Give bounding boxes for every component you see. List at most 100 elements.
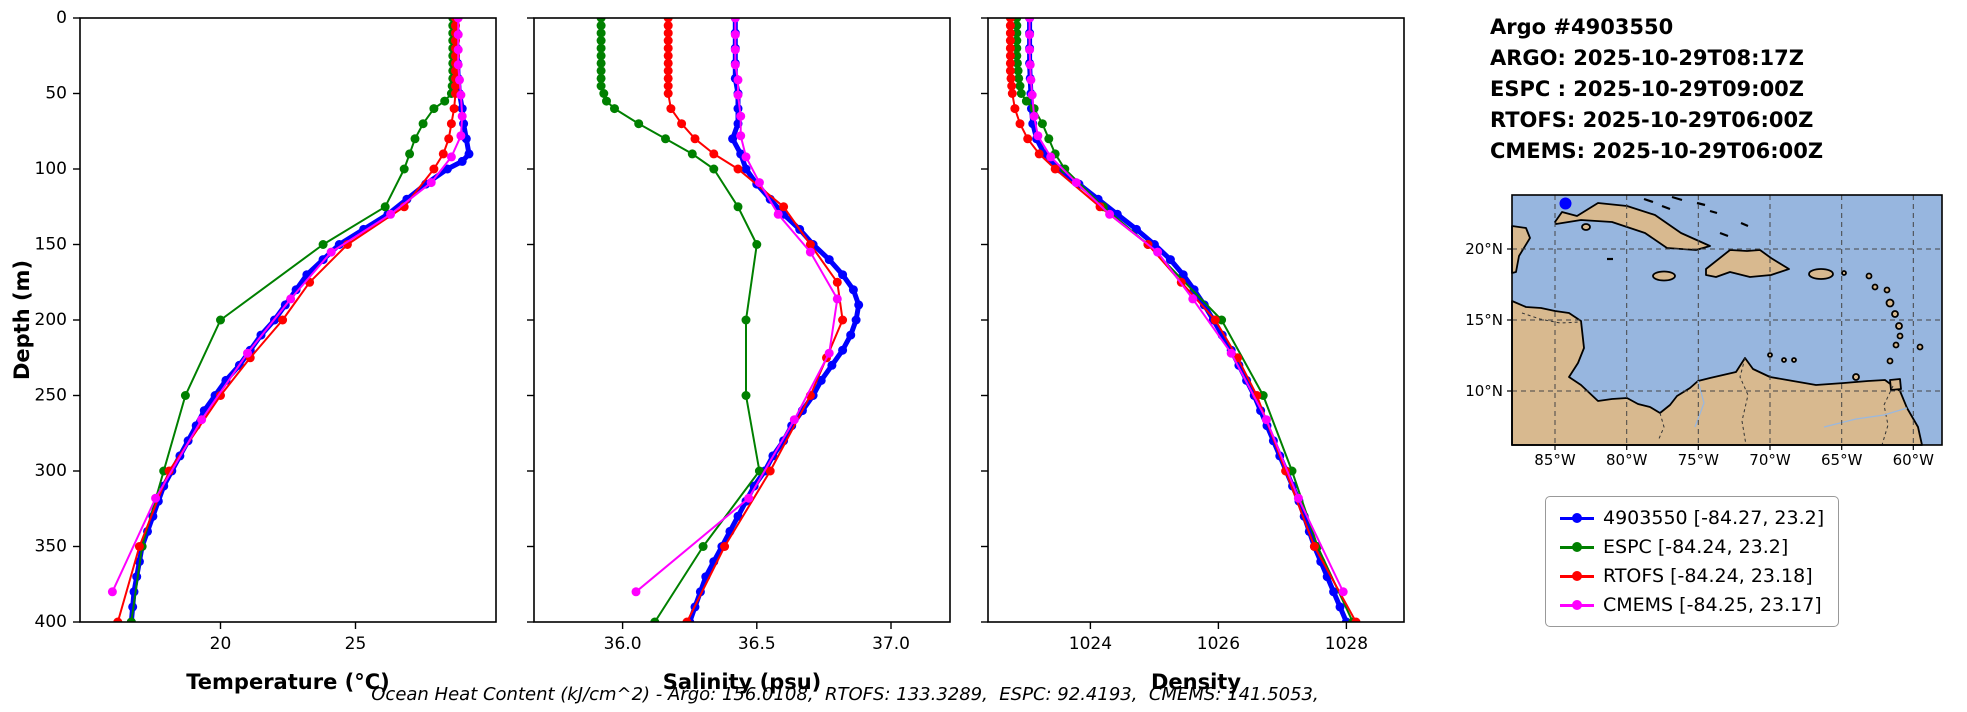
series-4903550-marker — [824, 255, 834, 265]
series-RTOFS-marker — [663, 81, 673, 91]
argo-legend-marker-icon — [1560, 513, 1594, 523]
series-RTOFS-marker — [1005, 28, 1015, 38]
series-ESPC-marker — [1016, 89, 1026, 98]
series-CMEMS-line — [1028, 18, 1345, 593]
series-CMEMS-marker — [832, 294, 842, 304]
series-ESPC-marker — [596, 43, 606, 53]
series-CMEMS-marker — [805, 247, 815, 257]
series-4903550-marker — [733, 511, 743, 521]
series-ESPC-marker — [1012, 28, 1022, 38]
rtofs-legend-marker-icon — [1560, 571, 1594, 581]
legend: 4903550 [-84.27, 23.2] ESPC [-84.24, 23.… — [1545, 496, 1840, 627]
series-RTOFS-marker — [663, 18, 673, 23]
series-ESPC-marker — [418, 119, 428, 129]
series-RTOFS-marker — [663, 51, 673, 61]
series-RTOFS-marker — [663, 58, 673, 68]
header-block: Argo #4903550 ARGO: 2025-10-29T08:17Z ES… — [1490, 12, 1823, 167]
series-CMEMS-marker — [1046, 152, 1056, 162]
x-tick-label: 36.5 — [738, 634, 776, 654]
series-CMEMS-marker — [730, 18, 740, 23]
series-ESPC-marker — [596, 36, 606, 46]
series-CMEMS-marker — [326, 247, 336, 257]
y-tick-label: 200 — [35, 310, 67, 330]
lon-tick-label: 75°W — [1678, 451, 1720, 469]
series-ESPC-marker — [596, 66, 606, 76]
series-4903550-marker — [816, 375, 826, 385]
location-map: 85°W 80°W 75°W 70°W 65°W 60°W 20°N 15°N 10°N — [1465, 194, 1943, 469]
legend-label-rtofs: RTOFS [-84.24, 23.18] — [1603, 565, 1813, 587]
series-CMEMS-marker — [773, 209, 783, 219]
series-ESPC-line — [130, 18, 454, 622]
series-ESPC-marker — [405, 149, 415, 159]
series-ESPC-marker — [1014, 73, 1024, 83]
series-RTOFS-marker — [1007, 89, 1017, 98]
series-4903550-marker — [464, 149, 474, 159]
series-4903550-marker — [741, 164, 751, 174]
series-RTOFS-marker — [663, 21, 673, 31]
series-4903550-marker — [291, 285, 301, 295]
series-ESPC-marker — [741, 315, 751, 325]
series-4903550-marker — [838, 270, 848, 280]
series-RTOFS-marker — [1005, 43, 1015, 53]
series-RTOFS-marker — [1006, 73, 1016, 83]
series-ESPC-marker — [380, 202, 390, 212]
series-4903550-marker — [848, 285, 858, 295]
series-ESPC — [596, 18, 764, 622]
map-border — [1511, 194, 1943, 446]
series-RTOFS-marker — [663, 28, 673, 38]
series-CMEMS-marker — [286, 294, 296, 304]
x-tick-label: 20 — [210, 634, 232, 654]
y-axis-title: Depth (m) — [10, 259, 34, 381]
series-CMEMS-marker — [457, 111, 467, 121]
x-tick-label: 1028 — [1325, 634, 1368, 654]
series-ESPC-marker — [596, 21, 606, 31]
series-RTOFS-marker — [1010, 104, 1020, 114]
series-RTOFS-marker — [113, 617, 123, 622]
series-4903550-marker — [442, 164, 452, 174]
series-ESPC-marker — [752, 240, 762, 249]
map-lesser-antilles — [1767, 270, 1924, 381]
y-tick-label: 150 — [35, 235, 67, 255]
map-rivers — [1694, 380, 1908, 428]
series-RTOFS-marker — [134, 542, 144, 551]
series-CMEMS-marker — [736, 131, 746, 141]
series-ESPC-marker — [1044, 134, 1054, 144]
series-ESPC-marker — [1013, 66, 1023, 76]
series-RTOFS-line — [667, 18, 844, 622]
series-4903550-marker — [129, 587, 139, 597]
series-RTOFS-marker — [1005, 58, 1015, 68]
series-CMEMS-marker — [733, 75, 743, 85]
temperature-panel: 20 25 0 50 100 150 200 250 300 350 400 Temperature… — [35, 8, 497, 694]
series-ESPC-marker — [1037, 119, 1047, 129]
series-RTOFS-marker — [677, 119, 687, 129]
series-CMEMS-marker — [744, 493, 754, 503]
series-RTOFS-marker — [1005, 21, 1015, 31]
series-CMEMS-marker — [1027, 90, 1037, 100]
series-ESPC-marker — [1060, 164, 1070, 174]
series-4903550-marker — [854, 300, 864, 310]
series-RTOFS-marker — [720, 542, 730, 551]
series-4903550-marker — [1189, 285, 1199, 295]
lon-tick-label: 80°W — [1606, 451, 1648, 469]
y-tick-label: 350 — [35, 537, 67, 557]
salinity-plot: 36.0 36.5 37.0 — [527, 17, 951, 654]
series-ESPC-marker — [698, 542, 708, 551]
series-CMEMS-marker — [1033, 131, 1043, 141]
series-RTOFS-marker — [1015, 119, 1025, 129]
series-RTOFS-marker — [690, 134, 700, 144]
temperature-axis-title: Temperature (°C) — [186, 670, 390, 694]
series-RTOFS-marker — [1210, 315, 1220, 325]
series-RTOFS — [1005, 18, 1361, 622]
series-ESPC-marker — [126, 617, 136, 622]
series-ESPC-marker — [596, 73, 606, 83]
series-RTOFS-marker — [832, 277, 842, 287]
argo-timestamp: ARGO: 2025-10-29T08:17Z — [1490, 46, 1804, 70]
series-ESPC-marker — [1012, 36, 1022, 46]
series-CMEMS-marker — [386, 209, 396, 219]
series-ESPC-marker — [602, 96, 611, 106]
series-RTOFS-marker — [663, 66, 673, 76]
series-CMEMS-marker — [1153, 247, 1163, 257]
plot-frame — [987, 17, 1405, 623]
series-4903550-marker — [334, 240, 344, 249]
x-tick-label: 36.0 — [604, 634, 642, 654]
